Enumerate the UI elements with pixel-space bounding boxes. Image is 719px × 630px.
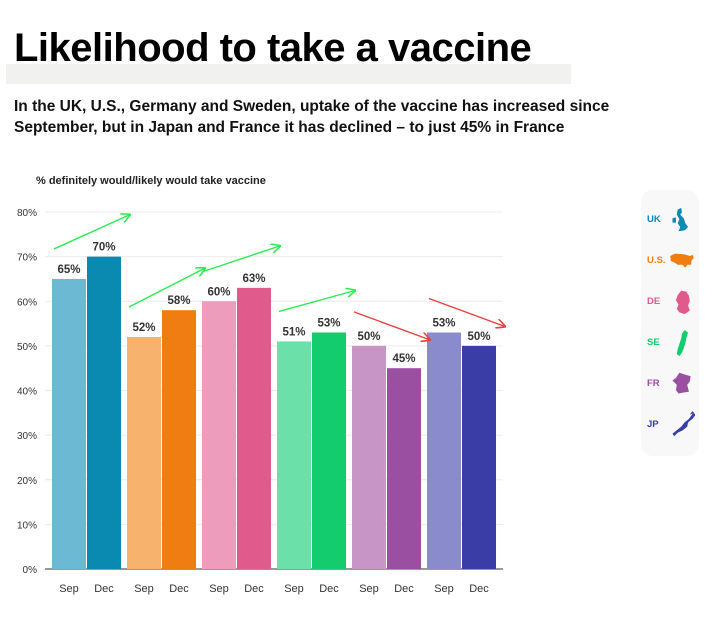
trend-arrow-down: [428, 297, 505, 326]
data-label: 58%: [167, 295, 190, 307]
germany-map-icon: [675, 290, 690, 315]
page-subtitle: In the UK, U.S., Germany and Sweden, upt…: [14, 98, 610, 136]
data-label: 70%: [92, 242, 115, 254]
data-label: 45%: [392, 353, 415, 365]
bar-chart: 0% 10% 20% 30% 40% 50% 60% 70% 80% 65% Sep 70% Dec 52…: [17, 208, 640, 595]
uk-map-icon: [672, 207, 689, 232]
bar-se-dec: [312, 332, 346, 569]
bar-fr-dec: [387, 368, 421, 569]
data-label: 53%: [317, 317, 340, 329]
legend-item-uk: UK: [641, 202, 699, 238]
trend-arrow-up: [278, 290, 355, 313]
trend-arrow-up: [128, 268, 205, 308]
data-label: 60%: [207, 286, 230, 298]
bar-de-sep: [202, 301, 236, 569]
data-label: 53%: [432, 317, 455, 329]
sweden-map-icon: [676, 330, 689, 356]
legend-item-us: U.S.: [641, 243, 699, 279]
trend-arrow-down: [353, 311, 430, 340]
legend-item-de: DE: [641, 284, 699, 320]
x-tick-label: Dec: [169, 583, 189, 595]
trend-arrow-up: [203, 246, 280, 272]
legend-item-fr: FR: [641, 366, 699, 402]
title-block: Likelihood to take a vaccine: [6, 24, 571, 84]
bar-uk-sep: [52, 278, 86, 569]
data-label: 65%: [57, 264, 80, 276]
bar-us-sep: [127, 336, 161, 569]
legend-code: SE: [647, 337, 660, 348]
japan-map-icon: [672, 411, 695, 437]
data-label: 50%: [467, 331, 490, 343]
trend-arrow-up: [53, 215, 130, 250]
legend-item-jp: JP: [641, 407, 699, 443]
data-label: 50%: [357, 331, 380, 343]
x-tick-label: Sep: [134, 583, 154, 595]
data-label: 63%: [242, 273, 265, 285]
us-map-icon: [670, 253, 694, 268]
y-tick-label: 50%: [17, 342, 37, 353]
legend-code: JP: [647, 419, 659, 430]
bar-fr-sep: [352, 345, 386, 569]
x-tick-label: Sep: [284, 583, 304, 595]
x-tick-label: Dec: [394, 583, 414, 595]
data-label: 51%: [282, 326, 305, 338]
y-tick-label: 60%: [17, 297, 37, 308]
y-tick-label: 30%: [17, 431, 37, 442]
title-highlight: [6, 64, 571, 84]
bar-jp-sep: [427, 332, 461, 569]
x-tick-label: Dec: [94, 583, 114, 595]
bar-se-sep: [277, 341, 311, 569]
france-map-icon: [672, 372, 691, 394]
x-tick-label: Sep: [209, 583, 229, 595]
y-tick-label: 70%: [17, 253, 37, 264]
legend-code: UK: [647, 214, 661, 225]
x-tick-label: Dec: [319, 583, 339, 595]
legend-code: DE: [647, 296, 661, 307]
y-tick-label: 0%: [23, 565, 38, 576]
country-legend: UK U.S. DE SE FR JP: [641, 190, 699, 456]
y-axis-label: % definitely would/likely would take vac…: [36, 175, 266, 187]
data-label: 52%: [132, 322, 155, 334]
y-tick-label: 10%: [17, 520, 37, 531]
bar-jp-dec: [462, 345, 496, 569]
y-tick-label: 40%: [17, 387, 37, 398]
legend-code: U.S.: [647, 255, 666, 266]
x-tick-label: Sep: [359, 583, 379, 595]
y-tick-label: 80%: [17, 208, 37, 219]
x-tick-label: Dec: [244, 583, 264, 595]
x-tick-label: Dec: [469, 583, 489, 595]
bar-uk-dec: [87, 256, 121, 569]
x-tick-label: Sep: [59, 583, 79, 595]
x-tick-label: Sep: [434, 583, 454, 595]
legend-item-se: SE: [641, 325, 699, 361]
page-title: Likelihood to take a vaccine: [14, 26, 532, 70]
bar-us-dec: [162, 310, 196, 569]
legend-code: FR: [647, 378, 660, 389]
bar-de-dec: [237, 287, 271, 569]
y-tick-label: 20%: [17, 476, 37, 487]
